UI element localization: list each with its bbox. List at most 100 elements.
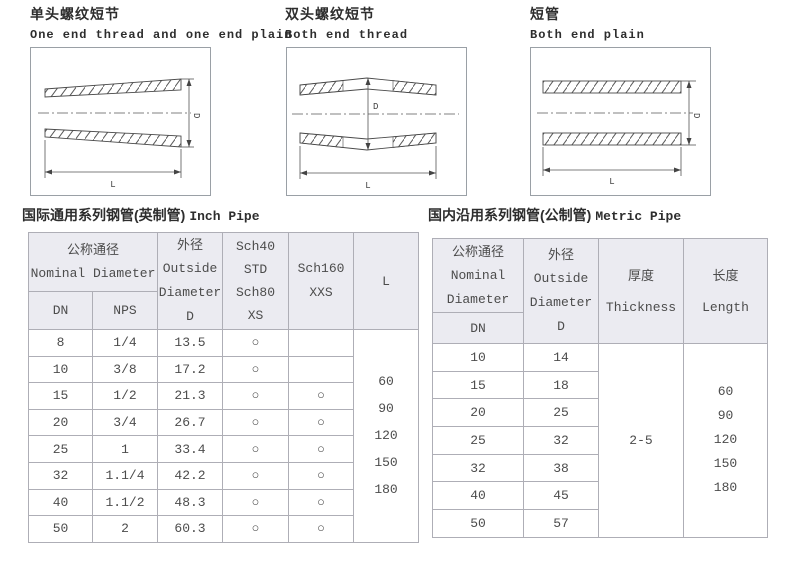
od-cell: 60.3 — [157, 515, 224, 543]
sch160-mark: ○ — [288, 515, 355, 543]
inch-section-title-cn: 国际通用系列钢管(英制管) — [22, 207, 186, 223]
od-cell: 42.2 — [157, 461, 224, 490]
inch-section-title: 国际通用系列钢管(英制管) Inch Pipe — [22, 205, 260, 225]
inch-header-nps: NPS — [91, 291, 159, 330]
dn-cell: 25 — [28, 435, 93, 463]
metric-header-od: 外径 Outside Diameter D — [523, 238, 599, 344]
od-cell: 57 — [523, 509, 599, 538]
od-cell: 18 — [523, 370, 599, 400]
sch160-mark: ○ — [288, 382, 355, 410]
dn-cell: 10 — [432, 343, 524, 372]
nps-cell: 1 — [91, 435, 159, 463]
figure1-title-cn: 单头螺纹短节 — [30, 6, 120, 22]
inch-header-nominal-cn: 公称通径 — [67, 242, 120, 257]
inch-pipe-table: 公称通径 Nominal Diameter 外径 Outside Diamete… — [27, 232, 420, 543]
dn-cell: 25 — [432, 426, 524, 455]
od-cell: 13.5 — [157, 329, 224, 357]
figure3-title-en: Both end plain — [530, 28, 645, 42]
dimension-label-l: L — [110, 180, 115, 190]
l-values-cell: 60 90 120 150 180 — [353, 329, 420, 543]
dn-cell: 10 — [28, 355, 93, 384]
table-row: 20 3/4 26.7 ○ ○ — [28, 408, 419, 437]
figure2-title-en: Both end thread — [285, 28, 409, 42]
dn-cell: 50 — [28, 515, 93, 543]
nps-cell: 1/4 — [91, 329, 159, 357]
sch40-mark: ○ — [222, 329, 290, 357]
diagram-both-end-thread: D L — [292, 77, 459, 191]
metric-section-title: 国内沿用系列钢管(公制管) Metric Pipe — [428, 205, 681, 225]
od-cell: 48.3 — [157, 488, 224, 517]
nps-cell: 1.1/4 — [91, 461, 159, 490]
sch40-mark: ○ — [222, 382, 290, 410]
figure1-box: D L — [30, 47, 211, 196]
pipe-top-wall — [44, 78, 182, 98]
dn-cell: 20 — [28, 408, 93, 437]
table-row: 32 1.1/4 42.2 ○ ○ — [28, 461, 419, 490]
dn-cell: 8 — [28, 329, 93, 357]
od-cell: 25 — [523, 398, 599, 428]
thickness-cell: 2-5 — [598, 343, 684, 538]
table-row: 25 32 — [432, 426, 768, 455]
dimension-label-l: L — [365, 181, 370, 191]
sch160-mark — [288, 329, 355, 357]
sch160-mark: ○ — [288, 435, 355, 463]
dn-cell: 32 — [28, 461, 93, 490]
length-values-cell: 60 90 120 150 180 — [683, 343, 768, 538]
sch40-mark: ○ — [222, 488, 290, 517]
sch40-mark: ○ — [222, 515, 290, 543]
od-cell: 38 — [523, 453, 599, 483]
diagram-one-end-thread: D L — [38, 78, 201, 190]
nps-cell: 3/4 — [91, 408, 159, 437]
table-row: 15 1/2 21.3 ○ ○ — [28, 382, 419, 410]
table-row: 40 1.1/2 48.3 ○ ○ — [28, 488, 419, 517]
inch-header-nominal-en: Nominal Diameter — [30, 266, 156, 281]
dn-cell: 15 — [432, 370, 524, 400]
figure2-title-cn: 双头螺纹短节 — [285, 6, 375, 22]
dn-cell: 15 — [28, 382, 93, 410]
dimension-label-d: D — [691, 113, 701, 118]
table-row: 8 1/4 13.5 ○ 60 90 120 150 180 — [28, 329, 420, 543]
inch-header-od: 外径 Outside Diameter D — [157, 232, 224, 330]
sch160-mark — [288, 355, 355, 384]
table-row: 10 14 2-5 60 90 120 150 180 — [432, 343, 768, 538]
od-cell: 33.4 — [157, 435, 224, 463]
pipe-bottom-wall — [542, 132, 682, 146]
od-cell: 45 — [523, 481, 599, 511]
sch160-mark: ○ — [288, 488, 355, 517]
sch40-mark: ○ — [222, 408, 290, 437]
metric-pipe-table: 公称通径 Nominal Diameter 外径 Outside Diamete… — [432, 238, 768, 538]
metric-header-length: 长度 Length — [683, 238, 768, 344]
nps-cell: 1/2 — [91, 382, 159, 410]
sch40-mark: ○ — [222, 355, 290, 384]
sch40-mark: ○ — [222, 435, 290, 463]
pipe-bottom-wall — [44, 128, 182, 148]
sch160-mark: ○ — [288, 461, 355, 490]
nps-cell: 1.1/2 — [91, 488, 159, 517]
table-row: 50 2 60.3 ○ ○ — [28, 515, 419, 543]
od-cell: 26.7 — [157, 408, 224, 437]
figure2-box: D L — [286, 47, 467, 196]
nps-cell: 2 — [91, 515, 159, 543]
figure3-title-cn: 短管 — [530, 6, 560, 22]
metric-header-thickness: 厚度 Thickness — [598, 238, 684, 344]
inch-header-l: L — [353, 232, 420, 330]
metric-section-title-cn: 国内沿用系列钢管(公制管) — [428, 207, 592, 223]
od-cell: 17.2 — [157, 355, 224, 384]
table-row: 50 57 — [432, 509, 768, 538]
sch40-mark: ○ — [222, 461, 290, 490]
diagram-both-end-plain: D L — [537, 80, 701, 187]
table-row: 15 18 — [432, 370, 768, 400]
inch-section-title-en: Inch Pipe — [189, 209, 260, 224]
metric-header-dn: DN — [432, 312, 524, 344]
dn-cell: 32 — [432, 453, 524, 483]
metric-section-title-en: Metric Pipe — [595, 209, 682, 224]
nps-cell: 3/8 — [91, 355, 159, 384]
dn-cell: 50 — [432, 509, 524, 538]
inch-header-sch40: Sch40 STD Sch80 XS — [222, 232, 290, 330]
dimension-label-l: L — [609, 177, 614, 187]
table-row: 40 45 — [432, 481, 768, 511]
dn-cell: 40 — [432, 481, 524, 511]
inch-header-nominal: 公称通径 Nominal Diameter — [27, 232, 159, 292]
figure1-title-en: One end thread and one end plain — [30, 28, 293, 42]
